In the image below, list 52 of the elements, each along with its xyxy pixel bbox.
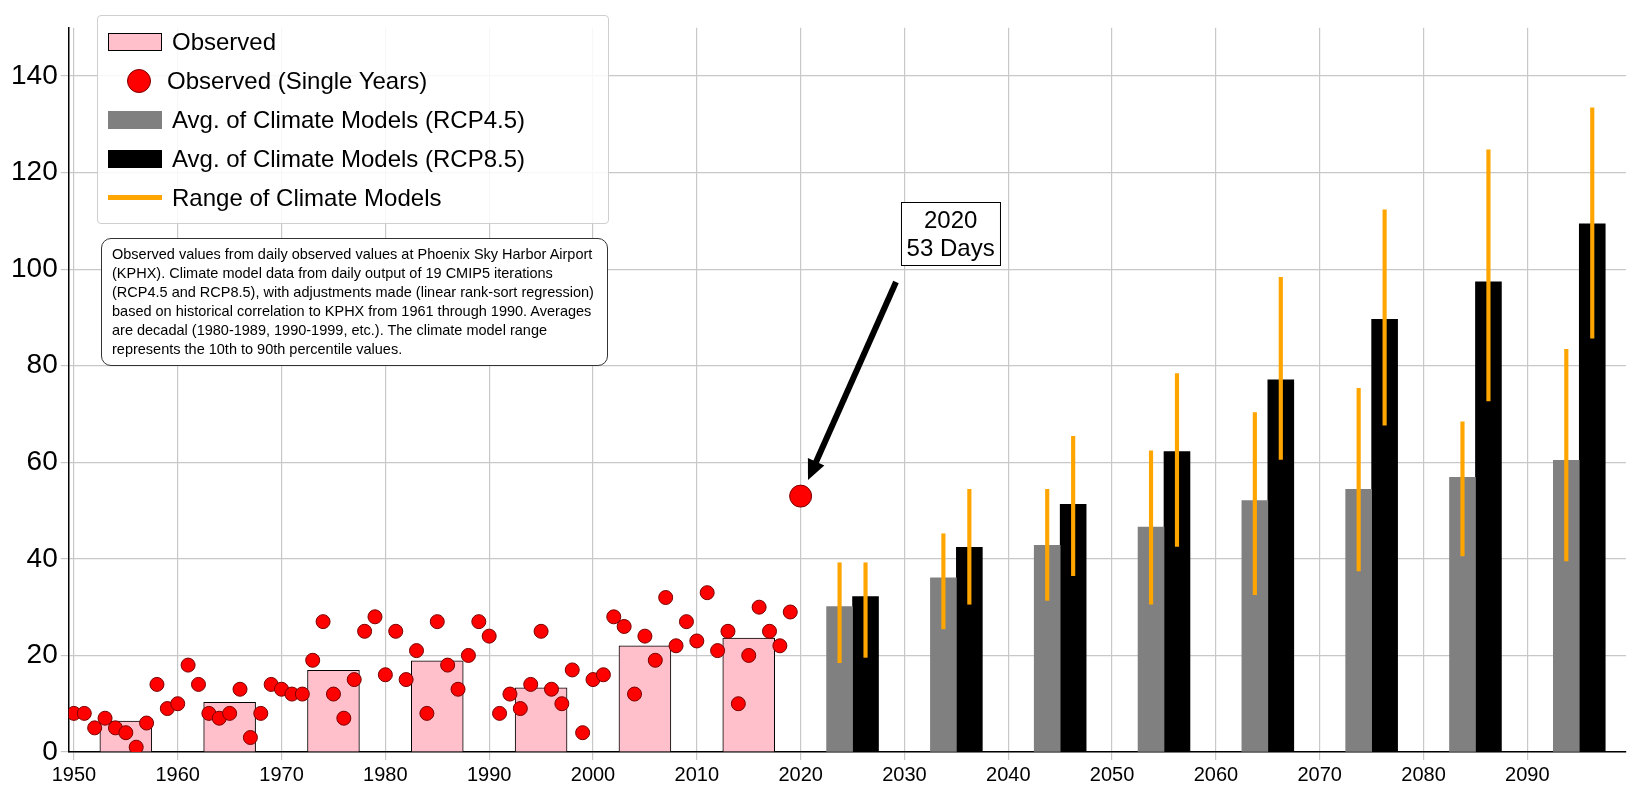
- bar: [1033, 545, 1061, 752]
- y-tick-label: 100: [11, 251, 58, 283]
- bar: [1356, 388, 1361, 572]
- bar: [826, 606, 853, 752]
- bar: [967, 489, 972, 605]
- y-tick-label: 60: [26, 445, 58, 477]
- x-tick-label: 2050: [1089, 762, 1135, 785]
- x-tick-label: 1980: [363, 762, 408, 785]
- x-tick-label: 2070: [1297, 762, 1342, 785]
- x-tick-label: 2010: [674, 762, 720, 785]
- bar: [1137, 526, 1165, 752]
- bar: [1449, 476, 1476, 752]
- bar: [1148, 450, 1154, 605]
- bar: [1252, 412, 1257, 595]
- y-tick-label: 140: [11, 58, 58, 90]
- bar: [1045, 489, 1050, 601]
- x-tick-label: 1990: [466, 762, 512, 785]
- bar: [1278, 277, 1283, 460]
- legend-label: Avg. of Climate Models (RCP4.5): [172, 105, 526, 134]
- bar: [1553, 460, 1580, 752]
- y-tick-label: 120: [11, 155, 58, 187]
- bar: [1460, 421, 1465, 557]
- bar: [1590, 107, 1595, 339]
- annotation: Observed values from daily observed values at Phoenix Sky Harbor Airport (KPHX). Climate model data from daily output of 19 CMIP5 iterations (RCP4.5 and RCP8.5), with adjustments made (linear rank-sort regression) based on historical correlation to KPHX from 1961 through 1990. Averages are decadal (1980-1989, 1990-1999, etc.). The climate model range represents the 10th to 90th percentile values.: [101, 238, 608, 366]
- x-tick-label: 2030: [882, 762, 927, 785]
- y-tick-label: 40: [26, 541, 58, 573]
- x-tick-label: 1960: [155, 762, 200, 785]
- x-tick-label: 2090: [1505, 762, 1550, 785]
- bar: [1174, 373, 1180, 547]
- bar: [1345, 489, 1372, 752]
- y-tick-label: 20: [26, 638, 58, 670]
- bar: [1564, 349, 1569, 562]
- bar: [1071, 435, 1076, 577]
- legend-label: Observed: [172, 27, 277, 56]
- x-tick-label: 2040: [986, 762, 1031, 785]
- x-tick-label: 2000: [570, 762, 616, 785]
- bar: [863, 562, 868, 658]
- y-tick-label: 80: [26, 348, 58, 380]
- bar: [1486, 149, 1491, 402]
- bar: [1382, 209, 1387, 426]
- bar: [1241, 500, 1269, 752]
- legend-label: Avg. of Climate Models (RCP8.5): [172, 144, 526, 173]
- bar: [930, 577, 957, 752]
- x-tick-label: 2020: [778, 762, 823, 785]
- annotation: 2020 53 Days: [906, 206, 995, 263]
- legend-label: Observed (Single Years): [167, 66, 428, 95]
- x-tick-label: 2060: [1193, 762, 1239, 785]
- x-tick-label: 2080: [1401, 762, 1446, 785]
- bar: [837, 562, 842, 664]
- legend-label: Range of Climate Models: [172, 183, 442, 212]
- bar: [941, 533, 946, 630]
- x-tick-label: 1970: [259, 762, 304, 785]
